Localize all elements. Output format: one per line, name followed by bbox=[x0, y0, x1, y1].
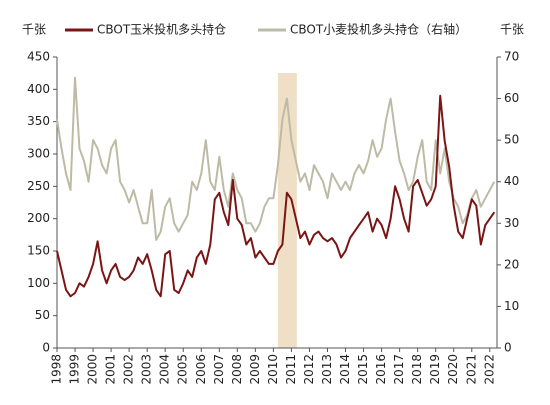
y-tick-label: 350 bbox=[27, 114, 50, 128]
legend-label: CBOT玉米投机多头持仓 bbox=[97, 22, 226, 37]
y-tick-label: 100 bbox=[27, 276, 50, 290]
x-tick-label: 2015 bbox=[356, 354, 370, 385]
legend-label: CBOT小麦投机多头持仓（右轴） bbox=[290, 22, 467, 37]
y-tick-label: 400 bbox=[27, 82, 50, 96]
x-tick-label: 2005 bbox=[176, 354, 190, 385]
x-tick-label: 2021 bbox=[464, 354, 478, 385]
x-tick-label: 2003 bbox=[140, 354, 154, 385]
x-tick-label: 2019 bbox=[428, 354, 442, 385]
x-tick-label: 2004 bbox=[158, 354, 172, 385]
y2-tick-label: 40 bbox=[504, 174, 519, 188]
series-line bbox=[56, 94, 496, 298]
x-tick-label: 2008 bbox=[230, 354, 244, 385]
x-tick-label: 2014 bbox=[338, 354, 352, 385]
y2-tick-label: 10 bbox=[504, 299, 519, 313]
x-tick-label: 2000 bbox=[86, 354, 100, 385]
x-tick-label: 1999 bbox=[68, 354, 82, 385]
y-tick-label: 0 bbox=[42, 341, 50, 355]
x-tick-label: 2022 bbox=[482, 354, 496, 385]
y-tick-label: 300 bbox=[27, 147, 50, 161]
y-axis-label: 千张 bbox=[22, 23, 46, 37]
x-tick-label: 2020 bbox=[446, 354, 460, 385]
y2-axis-label: 千张 bbox=[500, 23, 524, 37]
y-tick-label: 50 bbox=[35, 308, 50, 322]
x-tick-label: 2011 bbox=[284, 354, 298, 385]
y2-tick-label: 0 bbox=[504, 341, 512, 355]
y2-tick-label: 50 bbox=[504, 133, 519, 147]
x-tick-label: 2007 bbox=[212, 354, 226, 385]
y-tick-label: 200 bbox=[27, 211, 50, 225]
y-tick-label: 150 bbox=[27, 244, 50, 258]
series-line bbox=[56, 76, 496, 241]
y2-tick-label: 70 bbox=[504, 50, 519, 64]
x-tick-label: 2006 bbox=[194, 354, 208, 385]
x-tick-label: 2010 bbox=[266, 354, 280, 385]
x-tick-label: 2017 bbox=[392, 354, 406, 385]
x-tick-label: 2009 bbox=[248, 354, 262, 385]
y-tick-label: 450 bbox=[27, 50, 50, 64]
x-tick-label: 2016 bbox=[374, 354, 388, 385]
y2-tick-label: 30 bbox=[504, 216, 519, 230]
x-tick-label: 2012 bbox=[302, 354, 316, 385]
y2-tick-label: 20 bbox=[504, 257, 519, 271]
x-tick-label: 2013 bbox=[320, 354, 334, 385]
x-tick-label: 2002 bbox=[122, 354, 136, 385]
x-tick-label: 1998 bbox=[50, 354, 64, 385]
y2-tick-label: 60 bbox=[504, 91, 519, 105]
x-tick-label: 2001 bbox=[104, 354, 118, 385]
y-tick-label: 250 bbox=[27, 179, 50, 193]
x-tick-label: 2018 bbox=[410, 354, 424, 385]
